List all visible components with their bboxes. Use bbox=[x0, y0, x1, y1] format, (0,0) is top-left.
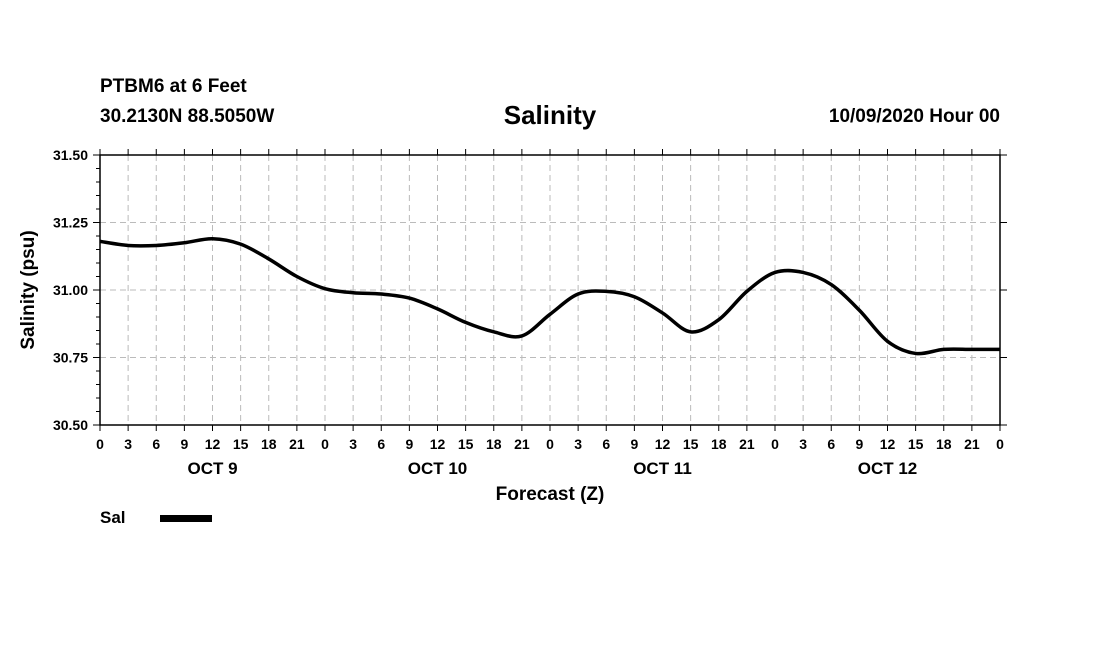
x-tick-label: 15 bbox=[458, 436, 474, 452]
y-tick-label: 30.50 bbox=[53, 417, 88, 433]
x-tick-label: 3 bbox=[799, 436, 807, 452]
x-tick-label: 0 bbox=[96, 436, 104, 452]
y-tick-label: 31.00 bbox=[53, 282, 88, 298]
x-tick-label: 15 bbox=[908, 436, 924, 452]
x-tick-label: 21 bbox=[514, 436, 530, 452]
x-tick-label: 21 bbox=[739, 436, 755, 452]
x-tick-label: 12 bbox=[430, 436, 446, 452]
y-tick-label: 31.50 bbox=[53, 147, 88, 163]
x-tick-label: 9 bbox=[855, 436, 863, 452]
day-label: OCT 12 bbox=[858, 459, 918, 478]
x-axis-title: Forecast (Z) bbox=[496, 484, 605, 505]
chart-title: Salinity bbox=[503, 100, 597, 130]
y-axis-title: Salinity (psu) bbox=[18, 230, 39, 349]
x-tick-label: 0 bbox=[771, 436, 779, 452]
day-label: OCT 11 bbox=[633, 459, 692, 478]
x-tick-label: 3 bbox=[574, 436, 582, 452]
x-tick-labels: 0 3 6 9 12 15 18 21 0 3 6 9 12 15 18 21 0 3 6 9 12 15 18 21 0 3 6 9… bbox=[96, 436, 1004, 452]
x-tick-label: 3 bbox=[349, 436, 357, 452]
station-label: PTBM6 at 6 Feet bbox=[100, 76, 247, 97]
y-tick-labels: 30.50 30.75 31.00 31.25 31.50 bbox=[53, 147, 88, 433]
plot-frame bbox=[99, 154, 1001, 426]
x-tick-label: 18 bbox=[261, 436, 277, 452]
x-tick-label: 18 bbox=[936, 436, 952, 452]
x-tick-label: 9 bbox=[405, 436, 413, 452]
legend-label: Sal bbox=[100, 508, 126, 527]
x-tick-label: 12 bbox=[205, 436, 221, 452]
x-tick-label: 0 bbox=[321, 436, 329, 452]
x-tick-label: 21 bbox=[289, 436, 305, 452]
x-tick-label: 15 bbox=[683, 436, 699, 452]
x-tick-label: 0 bbox=[546, 436, 554, 452]
x-tick-label: 6 bbox=[602, 436, 610, 452]
grid-lines bbox=[100, 155, 1000, 425]
x-tick-label: 0 bbox=[996, 436, 1004, 452]
x-tick-label: 21 bbox=[964, 436, 980, 452]
day-labels: OCT 9 OCT 10 OCT 11 OCT 12 bbox=[187, 459, 917, 478]
legend: Sal bbox=[100, 508, 212, 528]
series-line-sal bbox=[99, 236, 1000, 356]
x-tick-label: 18 bbox=[711, 436, 727, 452]
day-label: OCT 10 bbox=[408, 459, 468, 478]
y-tick-label: 31.25 bbox=[53, 215, 88, 231]
series-layer bbox=[99, 236, 1000, 356]
x-tick-label: 6 bbox=[827, 436, 835, 452]
x-tick-label: 6 bbox=[377, 436, 385, 452]
legend-line-swatch bbox=[160, 514, 212, 522]
x-tick-label: 6 bbox=[152, 436, 160, 452]
x-tick-label: 12 bbox=[880, 436, 896, 452]
y-tick-label: 30.75 bbox=[53, 350, 88, 366]
x-tick-label: 12 bbox=[655, 436, 671, 452]
x-tick-label: 9 bbox=[630, 436, 638, 452]
x-tick-label: 3 bbox=[124, 436, 132, 452]
x-tick-label: 18 bbox=[486, 436, 502, 452]
forecast-date-label: 10/09/2020 Hour 00 bbox=[828, 106, 1000, 127]
day-label: OCT 9 bbox=[187, 459, 237, 478]
x-tick-label: 9 bbox=[180, 436, 188, 452]
coordinates-label: 30.2130N 88.5050W bbox=[100, 106, 275, 127]
x-tick-label: 15 bbox=[233, 436, 249, 452]
axis-ticks bbox=[93, 149, 1007, 431]
